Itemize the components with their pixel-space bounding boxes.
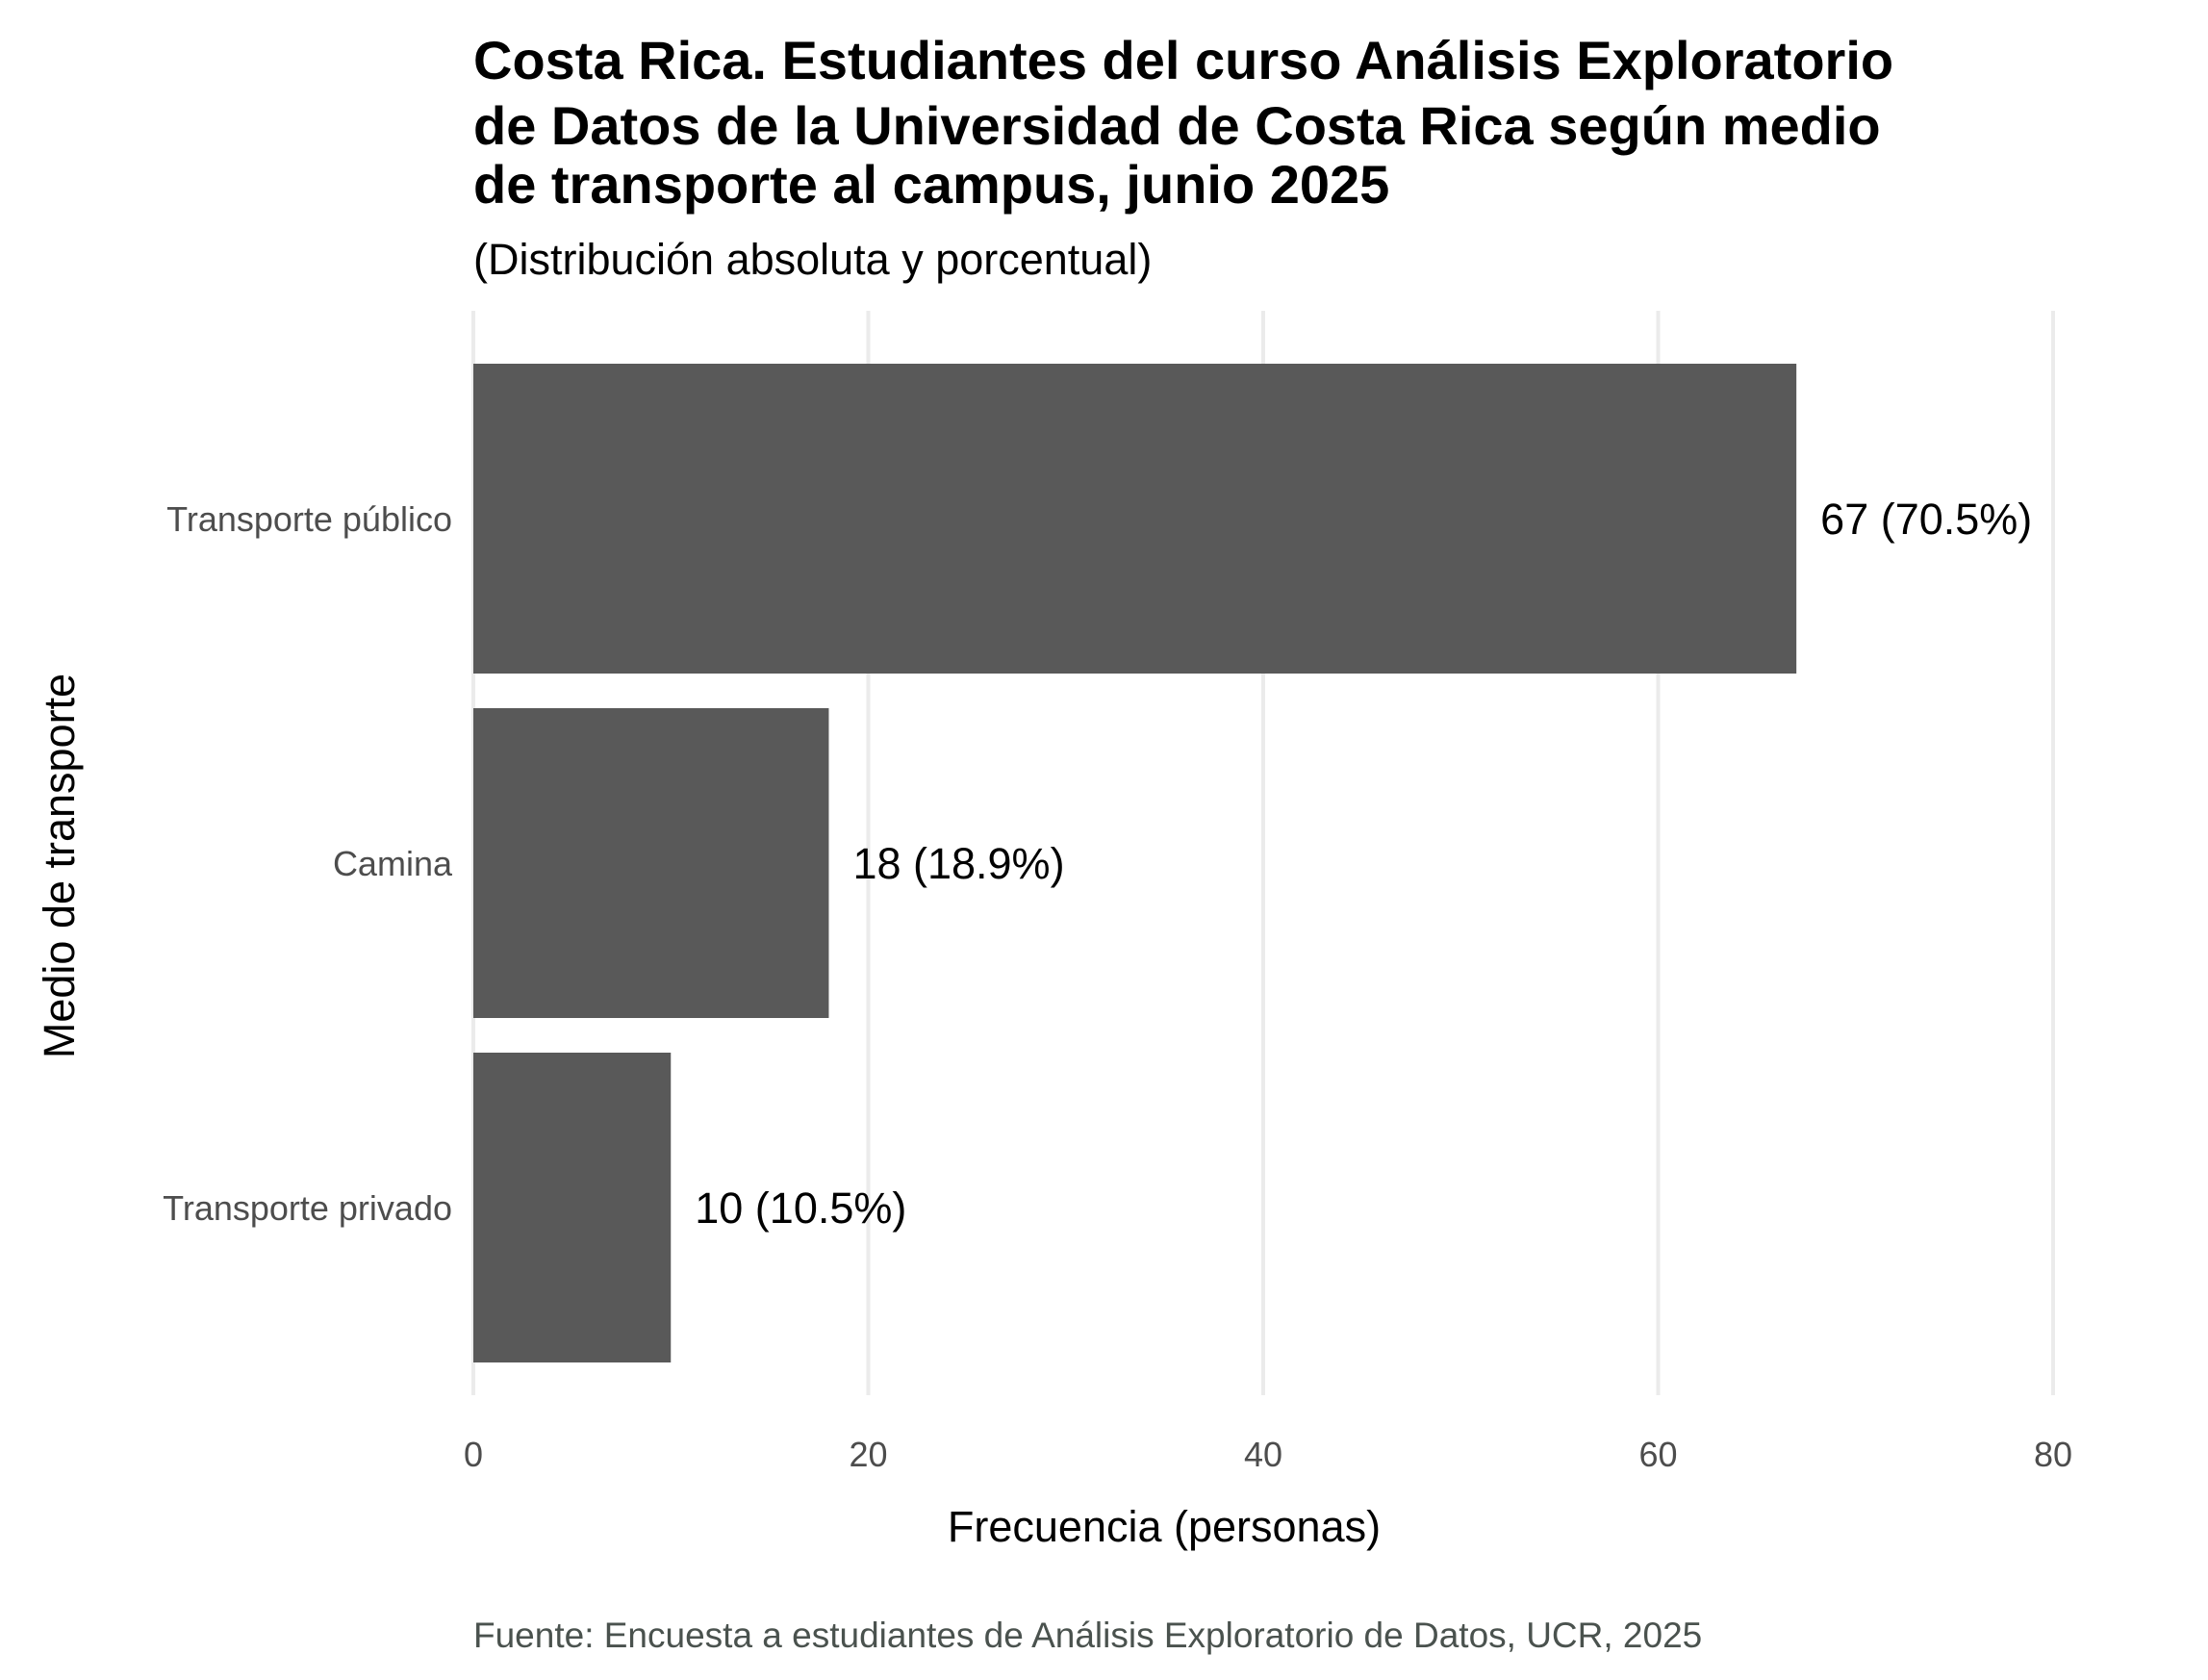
x-tick-label: 40: [1244, 1435, 1282, 1474]
chart-subtitle: (Distribución absoluta y porcentual): [473, 235, 1152, 284]
bar-value-label: 67 (70.5%): [1820, 495, 2032, 544]
y-tick-label: Transporte público: [166, 499, 452, 539]
x-axis-title: Frecuencia (personas): [948, 1502, 1381, 1551]
bar-value-label: 18 (18.9%): [852, 839, 1064, 888]
chart-title-line-2: de Datos de la Universidad de Costa Rica…: [473, 95, 1881, 156]
y-axis-tick-labels: Transporte público Camina Transporte priva…: [163, 499, 453, 1228]
bar: [473, 1053, 672, 1362]
bars: [473, 364, 1797, 1362]
chart-title-line-1: Costa Rica. Estudiantes del curso Anális…: [473, 30, 1893, 90]
y-tick-label: Transporte privado: [163, 1188, 452, 1228]
y-axis-title: Medio de transporte: [35, 674, 84, 1058]
x-tick-label: 60: [1638, 1435, 1677, 1474]
x-tick-label: 80: [2034, 1435, 2072, 1474]
bar: [473, 364, 1797, 674]
x-tick-label: 0: [464, 1435, 483, 1474]
y-tick-label: Camina: [333, 844, 453, 883]
chart-title: Costa Rica. Estudiantes del curso Anális…: [473, 30, 1893, 215]
data-labels: 67 (70.5%) 18 (18.9%) 10 (10.5%): [695, 495, 2032, 1233]
chart-title-line-3: de transporte al campus, junio 2025: [473, 154, 1389, 215]
x-axis-tick-labels: 0 20 40 60 80: [464, 1435, 2072, 1474]
bar: [473, 708, 829, 1018]
bar-value-label: 10 (10.5%): [695, 1184, 906, 1233]
x-tick-label: 20: [849, 1435, 887, 1474]
chart-caption: Fuente: Encuesta a estudiantes de Anális…: [473, 1616, 1702, 1655]
